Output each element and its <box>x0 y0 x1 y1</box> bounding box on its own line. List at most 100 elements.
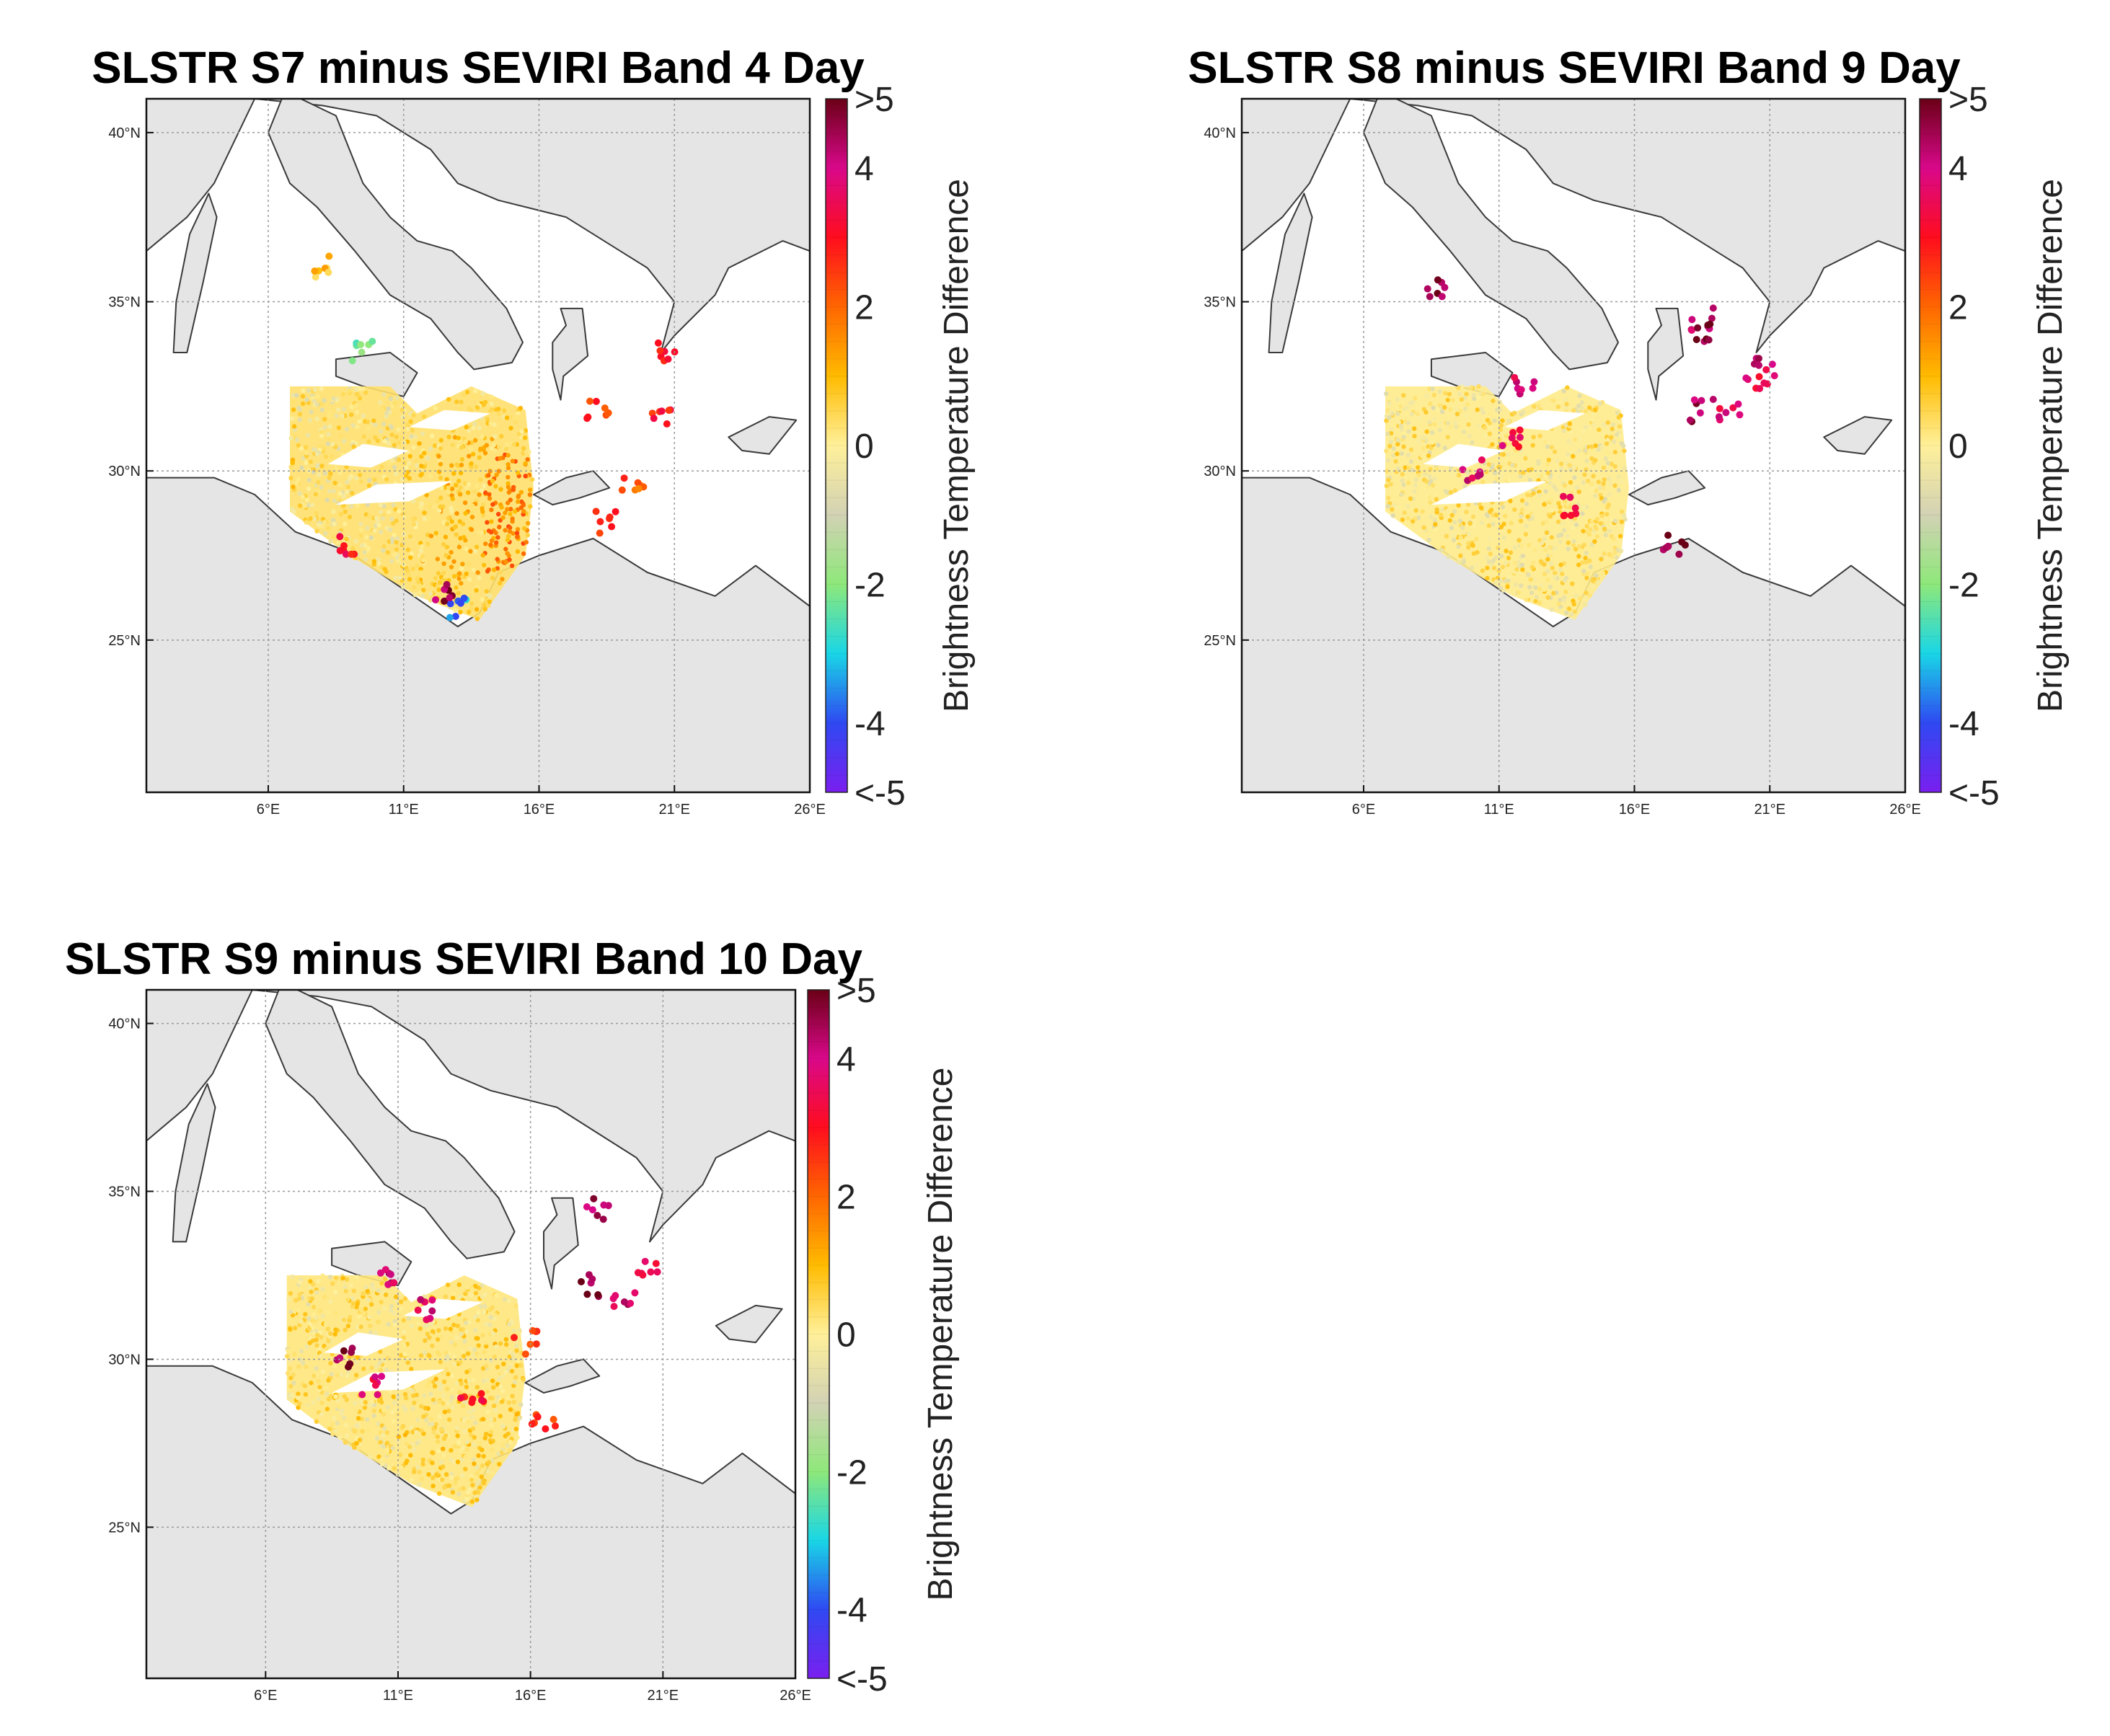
hotspot-point <box>1694 324 1702 332</box>
data-point <box>1566 452 1571 457</box>
data-point <box>482 602 487 608</box>
data-point <box>523 428 529 433</box>
hotspot-point <box>1560 512 1568 520</box>
data-point <box>503 446 509 451</box>
data-point <box>1456 386 1461 391</box>
data-point <box>1487 420 1492 426</box>
hotspot-point <box>1566 493 1574 501</box>
data-point <box>409 434 414 439</box>
data-point <box>1570 581 1575 586</box>
data-point <box>1444 533 1449 539</box>
hotspot-point <box>441 597 449 605</box>
data-point <box>445 1283 451 1288</box>
data-point <box>1524 501 1529 507</box>
data-point <box>485 1409 490 1414</box>
data-point <box>461 392 466 397</box>
data-point <box>1488 536 1493 541</box>
data-point <box>449 486 455 492</box>
colorbar-tick-label: <-5 <box>837 1660 888 1699</box>
data-point <box>482 562 487 567</box>
data-point <box>473 1290 479 1296</box>
data-point <box>1599 513 1604 518</box>
data-point <box>425 456 431 461</box>
hotspot-point <box>1736 411 1744 419</box>
data-point <box>385 1355 390 1361</box>
data-point <box>286 1297 291 1302</box>
data-point <box>378 1368 383 1373</box>
data-point <box>344 1397 349 1402</box>
hotspot-point <box>1696 409 1704 417</box>
data-point <box>1562 483 1568 488</box>
data-point <box>506 481 511 486</box>
data-point <box>396 457 402 462</box>
data-point <box>515 470 521 475</box>
x-tick-label: 21°E <box>648 1688 679 1704</box>
data-point <box>477 492 482 497</box>
data-point <box>1615 410 1620 415</box>
crete-land <box>524 1358 601 1394</box>
data-point <box>424 492 429 497</box>
hotspot-point <box>1529 384 1537 392</box>
data-point <box>309 502 315 508</box>
data-point <box>351 1427 356 1432</box>
data-point <box>480 1283 485 1288</box>
data-point <box>1500 505 1506 510</box>
data-point <box>1573 522 1579 528</box>
data-point <box>1423 409 1429 415</box>
data-point <box>330 1422 335 1427</box>
data-point <box>1590 417 1595 422</box>
data-point <box>503 1369 508 1375</box>
data-point <box>446 1409 451 1414</box>
data-point <box>454 1426 460 1431</box>
data-point <box>525 457 530 462</box>
hotspot-point <box>583 1290 591 1298</box>
data-point <box>1565 533 1570 539</box>
data-point <box>499 434 504 439</box>
hotspot-point <box>1438 293 1446 301</box>
data-point <box>1581 480 1586 485</box>
data-point <box>1512 560 1517 566</box>
data-point <box>458 536 463 541</box>
data-point <box>1609 533 1614 539</box>
data-point <box>1562 528 1567 533</box>
data-point <box>506 484 511 490</box>
no-data-gap <box>1423 443 1505 468</box>
data-point <box>296 1364 301 1369</box>
hotspot-point <box>1770 372 1778 380</box>
data-point <box>319 407 325 412</box>
data-point <box>431 1379 436 1385</box>
data-point <box>394 518 399 523</box>
data-point <box>1585 571 1590 576</box>
data-point <box>408 1453 413 1458</box>
data-point <box>1550 565 1555 571</box>
data-point <box>1408 401 1413 406</box>
data-point <box>458 485 463 490</box>
data-point <box>365 420 370 425</box>
data-point <box>484 1344 489 1349</box>
data-point <box>467 561 472 567</box>
data-point <box>1471 393 1476 398</box>
data-point <box>325 1407 330 1412</box>
data-point <box>325 497 330 502</box>
data-point <box>454 532 459 537</box>
data-point <box>1531 435 1536 440</box>
hotspot-point <box>1692 336 1700 343</box>
data-point <box>330 1281 335 1286</box>
data-point <box>1429 430 1435 435</box>
data-point <box>287 1366 293 1371</box>
data-point <box>311 1400 316 1405</box>
data-point <box>1491 521 1496 527</box>
hotspot-point <box>532 1340 540 1348</box>
data-point <box>463 1466 468 1471</box>
data-point <box>488 1315 493 1320</box>
data-point <box>298 1357 303 1363</box>
data-point <box>1389 430 1394 436</box>
data-point <box>463 439 468 444</box>
data-point <box>456 435 462 440</box>
data-point <box>1519 583 1524 588</box>
data-point <box>422 414 427 419</box>
data-point <box>1426 453 1431 459</box>
data-point <box>463 1291 468 1296</box>
data-point <box>449 1448 454 1453</box>
data-point <box>335 407 341 412</box>
